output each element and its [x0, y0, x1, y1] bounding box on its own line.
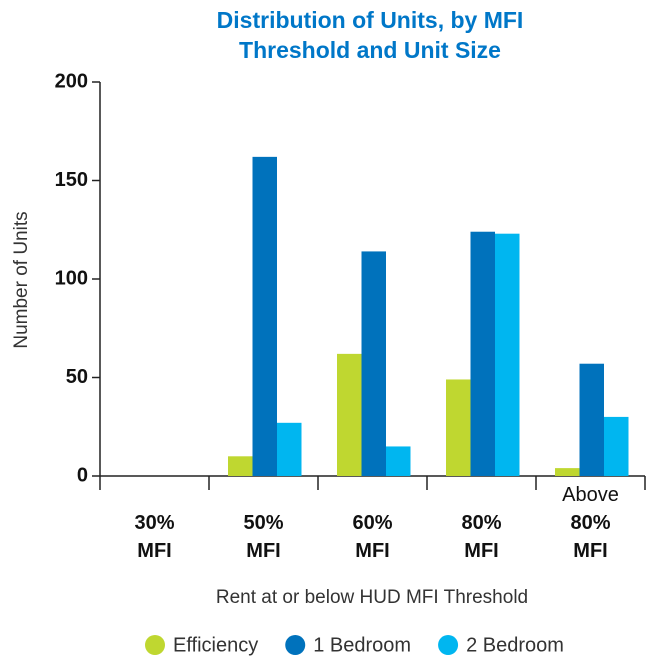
x-tick-label: 50% MFI [243, 512, 283, 562]
bar [579, 363, 604, 476]
legend-label: 1 Bedroom [313, 634, 411, 656]
bar [337, 353, 362, 476]
legend-swatch [438, 635, 459, 655]
y-tick-label: 0 [77, 464, 88, 486]
bar [252, 156, 277, 477]
y-tick-label: 150 [55, 169, 88, 191]
y-tick-label: 100 [55, 267, 88, 289]
bar [446, 379, 471, 476]
legend-label: Efficiency [173, 634, 258, 656]
bar [386, 446, 411, 476]
y-axis-label: Number of Units [11, 211, 32, 348]
x-axis-label: Rent at or below HUD MFI Threshold [216, 587, 528, 608]
bar [470, 231, 495, 476]
y-tick-label: 50 [66, 366, 88, 388]
chart-title: Distribution of Units, by MFI Threshold a… [217, 7, 524, 63]
y-tick-label: 200 [55, 70, 88, 92]
bar [277, 422, 302, 476]
legend-swatch [145, 635, 165, 655]
x-tick-label: 80% MFI [461, 512, 501, 562]
x-tick-label: 30% MFI [134, 512, 174, 562]
bar [555, 468, 580, 476]
bar [361, 251, 386, 476]
bar [604, 416, 629, 476]
bar [228, 456, 253, 476]
legend-swatch [285, 635, 306, 655]
bar [495, 233, 520, 476]
legend-label: 2 Bedroom [466, 634, 564, 656]
x-tick-label: Above 80% MFI [562, 484, 619, 562]
x-tick-label: 60% MFI [352, 512, 392, 562]
